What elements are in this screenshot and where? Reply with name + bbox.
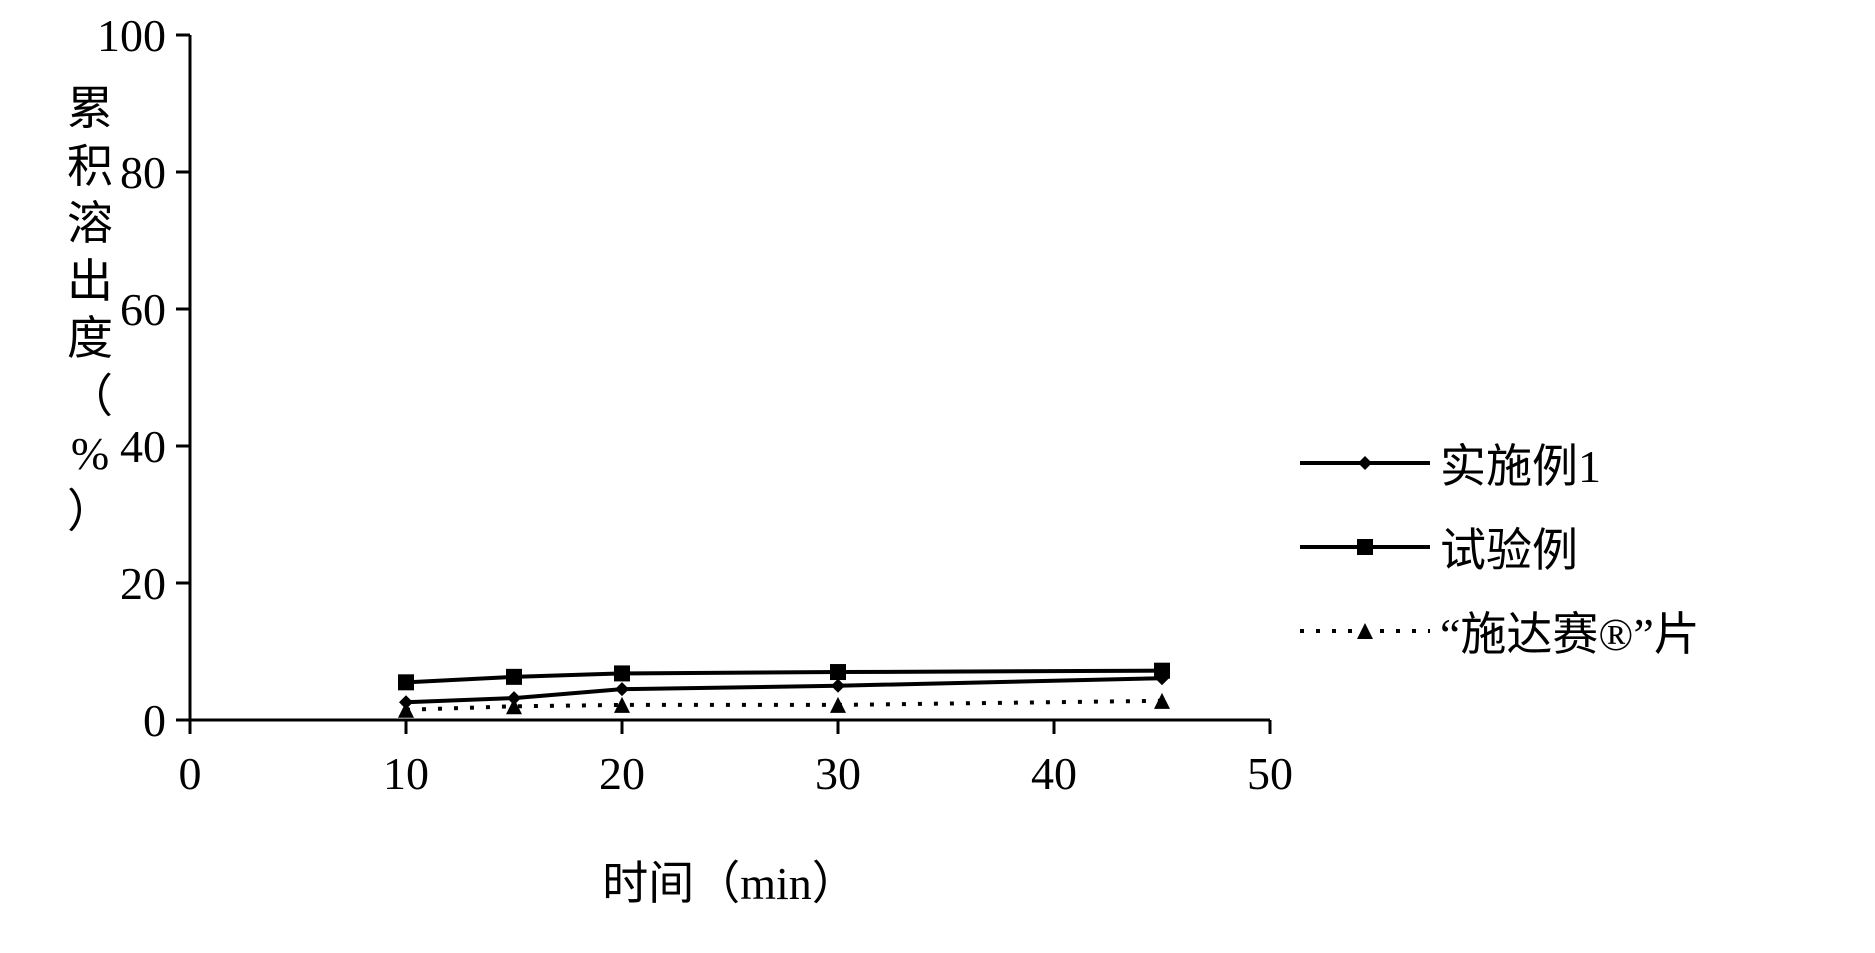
svg-text:0: 0	[143, 695, 166, 746]
svg-text:50: 50	[1247, 748, 1293, 799]
svg-text:10: 10	[383, 748, 429, 799]
legend-entry: 实施例1	[1300, 430, 1700, 496]
svg-text:20: 20	[599, 748, 645, 799]
legend-label: “施达赛®”片	[1440, 598, 1700, 664]
legend: 实施例1 试验例 “施达赛®”片	[1300, 430, 1700, 682]
legend-label: 试验例	[1440, 514, 1578, 580]
svg-text:40: 40	[1031, 748, 1077, 799]
legend-entry: “施达赛®”片	[1300, 598, 1700, 664]
svg-text:60: 60	[120, 284, 166, 335]
svg-text:80: 80	[120, 147, 166, 198]
svg-text:0: 0	[179, 748, 202, 799]
svg-text:100: 100	[97, 10, 166, 61]
y-axis-label: 累积溶出度（%）	[60, 80, 120, 540]
x-axis-label: 时间（min）	[190, 847, 1270, 913]
svg-text:30: 30	[815, 748, 861, 799]
svg-text:20: 20	[120, 558, 166, 609]
dissolution-line-chart: 0 20 40 60 80 100 0 10 20 30 40 50 累积溶出度（%） 时间（min）…	[0, 0, 1875, 953]
svg-text:40: 40	[120, 421, 166, 472]
legend-label: 实施例1	[1440, 430, 1601, 496]
legend-entry: 试验例	[1300, 514, 1700, 580]
